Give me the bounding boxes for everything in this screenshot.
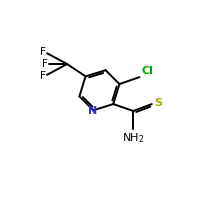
Text: Cl: Cl bbox=[141, 66, 153, 76]
Text: F: F bbox=[42, 59, 48, 69]
Text: N: N bbox=[88, 106, 97, 116]
Text: S: S bbox=[154, 98, 162, 108]
Text: NH$_2$: NH$_2$ bbox=[122, 131, 145, 145]
Text: F: F bbox=[40, 71, 46, 81]
Text: F: F bbox=[40, 47, 46, 57]
